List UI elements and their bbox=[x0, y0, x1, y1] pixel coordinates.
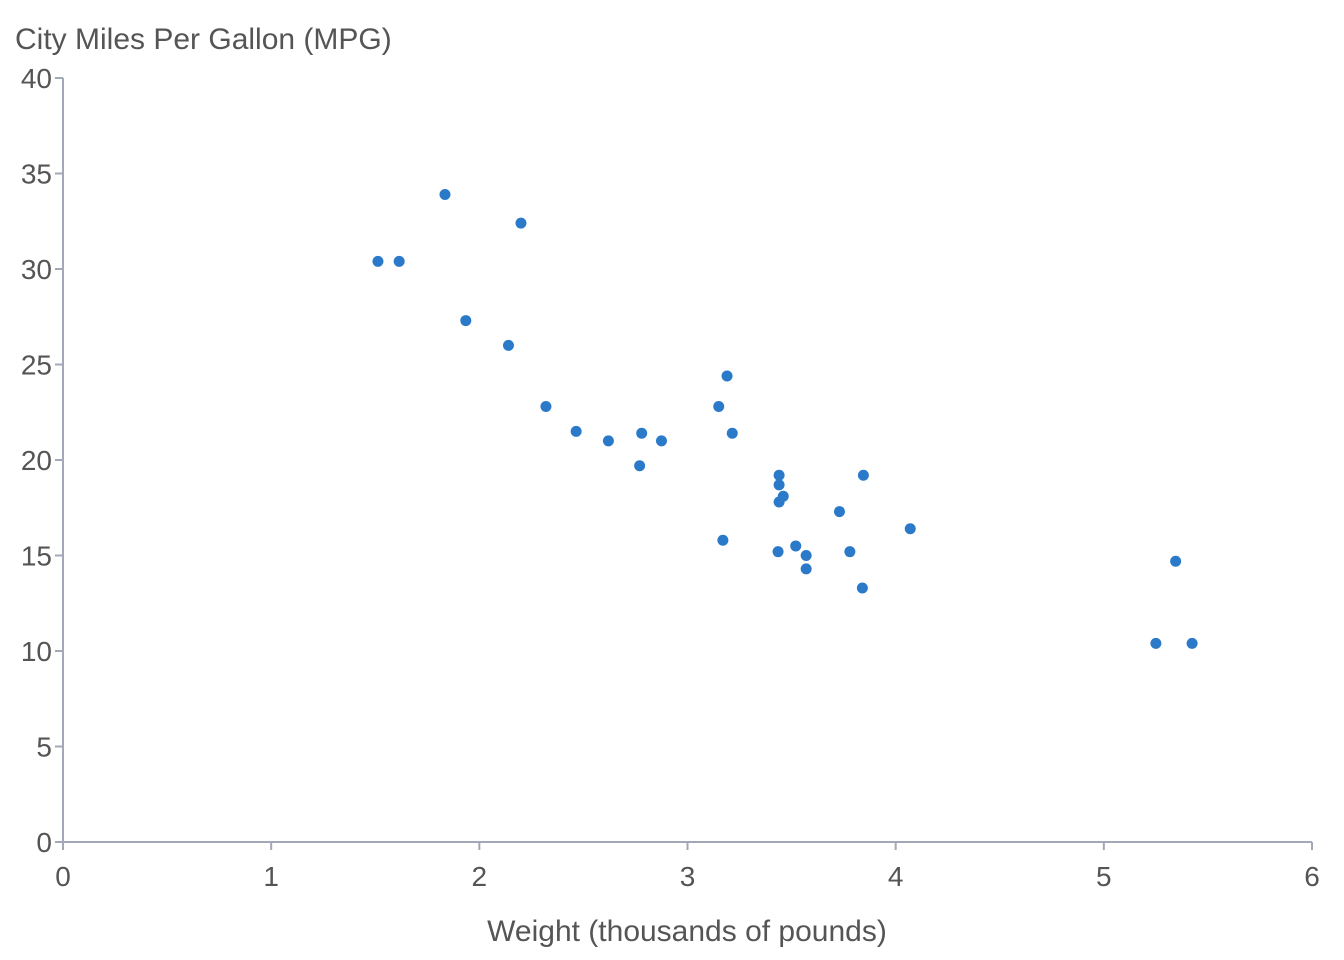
data-point[interactable] bbox=[655, 435, 667, 447]
y-axis-ticks: 0 5 10 15 20 25 30 35 40 bbox=[21, 63, 63, 858]
y-tick-label: 15 bbox=[21, 541, 52, 572]
x-tick-label: 5 bbox=[1096, 861, 1112, 892]
x-tick-label: 4 bbox=[888, 861, 904, 892]
data-point[interactable] bbox=[777, 490, 789, 502]
data-point[interactable] bbox=[515, 217, 527, 229]
data-point[interactable] bbox=[904, 523, 916, 535]
x-tick-label: 0 bbox=[55, 861, 71, 892]
data-point[interactable] bbox=[1186, 637, 1198, 649]
data-point[interactable] bbox=[1170, 555, 1182, 567]
data-point[interactable] bbox=[800, 550, 812, 561]
data-point[interactable] bbox=[460, 315, 472, 327]
y-tick-label: 20 bbox=[21, 445, 52, 476]
data-point[interactable] bbox=[800, 563, 812, 575]
x-axis-ticks: 0 1 2 3 4 5 6 bbox=[55, 842, 1320, 892]
data-point[interactable] bbox=[856, 582, 868, 594]
data-point[interactable] bbox=[570, 425, 582, 437]
data-point[interactable] bbox=[773, 469, 785, 481]
data-point[interactable] bbox=[721, 370, 733, 382]
data-point[interactable] bbox=[773, 479, 785, 491]
data-point[interactable] bbox=[717, 534, 729, 546]
data-point[interactable] bbox=[844, 546, 856, 558]
y-tick-label: 0 bbox=[36, 827, 52, 858]
y-tick-label: 35 bbox=[21, 159, 52, 190]
x-tick-label: 6 bbox=[1304, 861, 1320, 892]
data-point[interactable] bbox=[772, 546, 784, 558]
y-tick-label: 25 bbox=[21, 350, 52, 381]
y-tick-label: 40 bbox=[21, 63, 52, 94]
data-point[interactable] bbox=[790, 540, 802, 552]
data-point[interactable] bbox=[634, 460, 646, 472]
data-points bbox=[372, 189, 1198, 649]
data-point[interactable] bbox=[502, 339, 514, 351]
x-tick-label: 2 bbox=[472, 861, 488, 892]
data-point[interactable] bbox=[372, 255, 384, 267]
data-point[interactable] bbox=[857, 469, 869, 481]
data-point[interactable] bbox=[439, 189, 451, 201]
y-tick-label: 5 bbox=[36, 732, 52, 763]
y-tick-label: 30 bbox=[21, 254, 52, 285]
data-point[interactable] bbox=[726, 427, 738, 439]
data-point[interactable] bbox=[636, 427, 648, 439]
y-axis-title: City Miles Per Gallon (MPG) bbox=[15, 23, 392, 56]
y-tick-label: 10 bbox=[21, 636, 52, 667]
data-point[interactable] bbox=[393, 255, 405, 267]
x-axis-title: Weight (thousands of pounds) bbox=[487, 915, 887, 948]
data-point[interactable] bbox=[540, 401, 552, 413]
x-tick-label: 1 bbox=[263, 861, 279, 892]
x-tick-label: 3 bbox=[680, 861, 696, 892]
data-point[interactable] bbox=[713, 401, 725, 413]
data-point[interactable] bbox=[833, 506, 845, 518]
data-point[interactable] bbox=[602, 435, 614, 447]
data-point[interactable] bbox=[1150, 637, 1162, 649]
